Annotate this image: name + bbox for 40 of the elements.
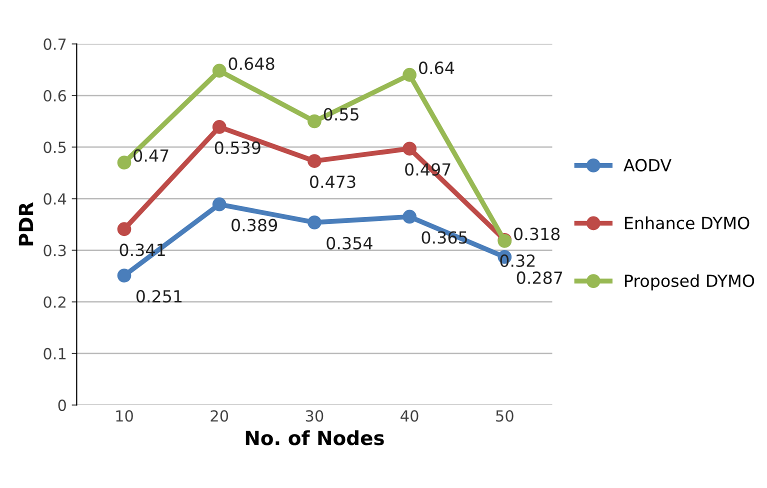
y-tick-label: 0.5 [44,142,66,154]
x-tick-label: 30 [306,410,324,422]
point [212,64,226,78]
y-tick-label: 0.4 [44,193,66,205]
data-label: 0.47 [134,149,168,162]
data-label: 0.251 [136,290,182,303]
x-tick-label: 10 [116,410,133,422]
x-axis-title: No. of Nodes [246,430,384,446]
point [402,142,417,156]
point [117,156,132,170]
point [402,210,417,224]
data-label: 0.473 [310,175,356,188]
legend-label: Proposed DYMO [625,274,754,290]
data-label: 0.287 [516,271,562,284]
legend-label: AODV [624,158,672,172]
y-tick-label: 0.7 [44,38,66,50]
data-label: 0.539 [214,141,260,154]
y-tick-label: 0.2 [44,296,66,308]
data-label: 0.354 [326,236,372,250]
point [117,222,132,236]
data-label: 0.648 [228,57,274,70]
y-tick-label: 0 [58,400,66,412]
point [308,154,322,168]
point [402,68,417,82]
y-tick-label: 0.3 [44,244,66,256]
x-tick-label: 40 [400,410,418,422]
point [117,268,132,282]
legend-label: Enhance DYMO [625,216,750,230]
x-tick-label: 50 [496,410,514,422]
point [308,114,322,128]
data-label: 0.318 [514,228,560,240]
data-label: 0.64 [419,62,454,74]
point [308,215,322,230]
y-tick-label: 0.1 [44,348,66,360]
y-tick-label: 0.6 [44,90,66,102]
point [212,197,226,212]
x-tick-label: 20 [210,410,228,422]
y-axis-title: PDR [18,202,34,246]
data-label: 0.389 [232,218,278,232]
point [212,120,226,134]
